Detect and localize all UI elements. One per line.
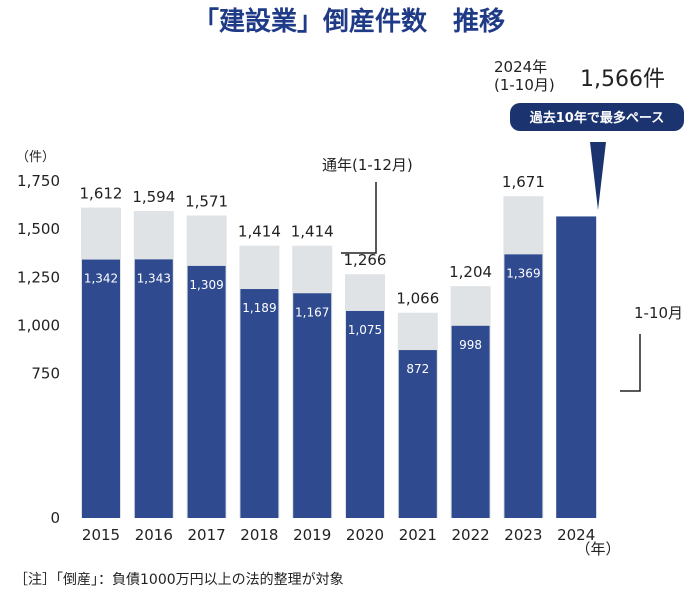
full-year-value-label: 1,066 — [396, 290, 439, 308]
x-tick-label: 2016 — [135, 526, 173, 544]
x-ticks: 2015 2016 2017 2018 2019 2020 2021 2022 2023 2024 — [82, 526, 595, 544]
x-tick-label: 2015 — [82, 526, 120, 544]
full-year-value-label: 1,204 — [449, 263, 492, 281]
y-tick-label: 1,000 — [17, 316, 60, 334]
jan-oct-bar — [398, 350, 437, 518]
full-year-value-label: 1,414 — [238, 223, 281, 241]
jan-oct-value-label: 872 — [406, 362, 429, 376]
highlight-badge-text: 過去10年で最多ペース — [529, 110, 664, 126]
jan-oct-bar — [240, 289, 279, 518]
jan-oct-value-label: 1,167 — [295, 305, 329, 319]
jan-oct-value-label: 1,075 — [348, 323, 382, 337]
chart-title: 「建設業」倒産件数 推移 — [193, 6, 505, 37]
y-tick-label: 1,250 — [17, 268, 60, 286]
jan-oct-value-label: 1,343 — [137, 271, 171, 285]
jan-oct-labels: 1,342 1,343 1,309 1,189 1,167 1,075 872 998 1,36… — [84, 266, 541, 376]
jan-oct-bar — [504, 254, 543, 518]
x-tick-label: 2017 — [188, 526, 226, 544]
jan-oct-value-label: 998 — [459, 338, 482, 352]
y-tick-label: 1,500 — [17, 220, 60, 238]
jan-oct-leader-line — [620, 334, 641, 392]
highlight-period-line1: 2024年 — [494, 58, 547, 76]
jan-oct-bar — [187, 265, 226, 518]
x-tick-label: 2022 — [452, 526, 490, 544]
highlight-period-line2: (1-10月) — [494, 76, 555, 94]
full-year-leader-line — [341, 182, 377, 254]
jan-oct-bar — [346, 310, 384, 518]
y-tick-label: 1,750 — [17, 172, 60, 190]
y-tick-label: 750 — [31, 365, 60, 383]
highlight-pointer — [590, 142, 606, 210]
full-year-value-label: 1,266 — [344, 251, 387, 269]
full-year-value-label: 1,414 — [291, 223, 334, 241]
x-tick-label: 2024 — [557, 526, 595, 544]
full-year-value-label: 1,571 — [185, 192, 228, 210]
jan-oct-bar — [134, 259, 173, 518]
jan-oct-series-label: 1-10月 — [634, 304, 683, 322]
x-tick-label: 2020 — [346, 526, 384, 544]
x-tick-label: 2021 — [399, 526, 437, 544]
x-tick-label: 2018 — [240, 526, 278, 544]
jan-oct-bar — [293, 293, 332, 518]
y-tick-label: 0 — [50, 509, 60, 527]
full-year-labels: 1,612 1,594 1,571 1,414 1,414 1,266 1,066 1,204… — [80, 173, 545, 308]
jan-oct-bar — [556, 216, 597, 518]
highlight-badge — [510, 103, 684, 131]
jan-oct-bar — [82, 259, 120, 518]
y-axis-unit: （件） — [16, 150, 55, 165]
x-axis-unit: （年） — [575, 540, 620, 558]
jan-oct-value-label: 1,369 — [506, 266, 540, 280]
full-year-value-label: 1,612 — [80, 185, 123, 203]
footnote: ［注］「倒産」：負債1000万円以上の法的整理が対象 — [14, 572, 344, 588]
jan-oct-value-label: 1,309 — [189, 278, 223, 292]
jan-oct-bars — [82, 216, 597, 518]
x-tick-label: 2019 — [293, 526, 331, 544]
jan-oct-bar — [451, 325, 490, 518]
full-year-value-label: 1,594 — [132, 188, 175, 206]
highlight-value: 1,566件 — [580, 67, 665, 92]
jan-oct-value-label: 1,342 — [84, 272, 118, 286]
x-tick-label: 2023 — [504, 526, 542, 544]
full-year-value-label: 1,671 — [502, 173, 545, 191]
y-ticks: 0 750 1,000 1,250 1,500 1,750 — [17, 172, 60, 527]
jan-oct-value-label: 1,189 — [242, 301, 276, 315]
full-year-series-label: 通年(1-12月) — [322, 156, 413, 174]
